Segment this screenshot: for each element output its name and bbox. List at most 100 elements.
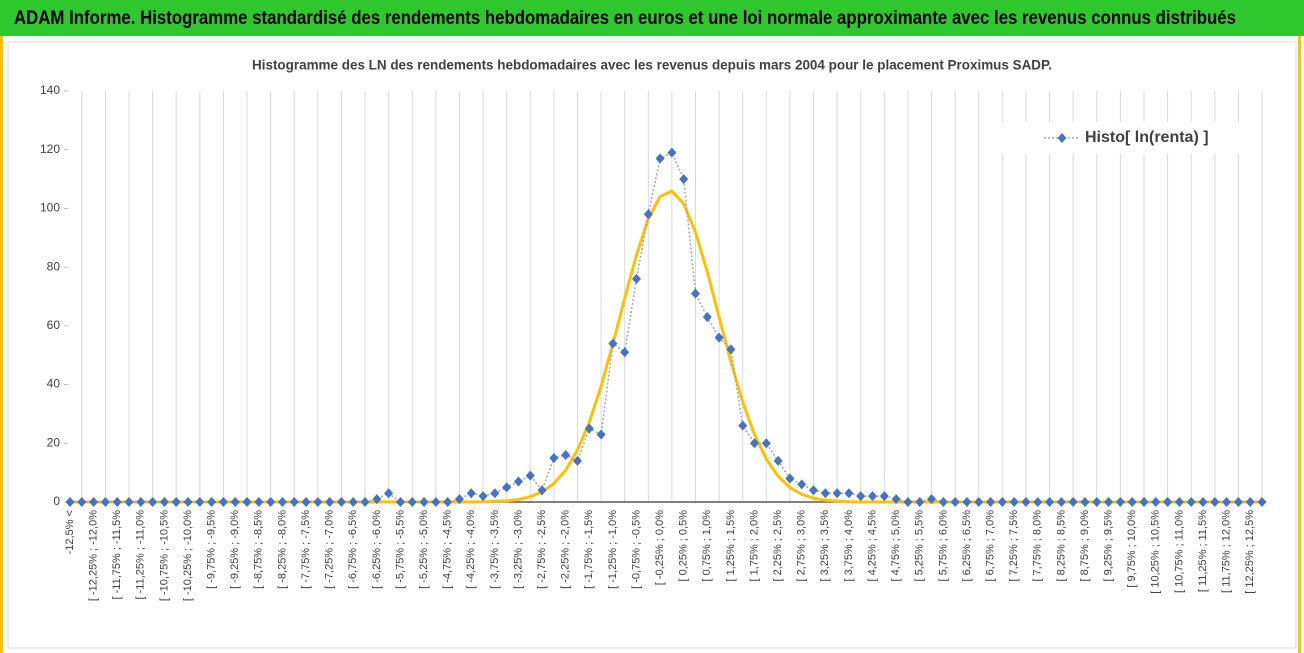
x-tick-label: [ -11,25% ; -11,0% [135,510,147,600]
data-point [490,488,500,499]
x-tick-label: [ 8,25% ; 8,5% [1055,510,1067,582]
data-point [714,332,724,343]
data-point [1033,497,1043,507]
data-point [431,497,441,507]
y-tick-label: 20 [47,435,61,449]
x-tick-label: [ 1,25% ; 1,5% [725,510,737,582]
data-point [443,497,453,507]
data-point [171,497,181,507]
data-point [974,497,984,507]
x-tick-label: [ 4,75% ; 5,0% [890,510,902,582]
data-point [584,423,594,434]
x-tick-label: [ 4,25% ; 4,5% [866,510,878,582]
x-tick-label: [ -5,75% ; -5,5% [394,510,406,589]
x-tick-label: [ 0,75% ; 1,0% [701,510,713,582]
data-point [478,491,488,502]
data-point [1080,497,1090,507]
x-tick-label: [ -0,25% ; 0,0% [654,510,666,585]
data-point [608,338,618,349]
x-tick-label: [ -11,75% ; -11,5% [111,510,123,600]
data-point [1021,497,1031,507]
data-point [950,497,960,507]
data-point [454,494,464,505]
x-tick-label: [ -4,25% ; -4,0% [465,510,477,589]
data-point [77,497,87,507]
x-tick-label: [ 6,75% ; 7,0% [984,510,996,582]
x-tick-label: [ -2,25% ; -2,0% [560,510,572,589]
data-point [372,494,382,505]
data-point [832,488,842,499]
data-point [336,497,346,507]
data-point [655,153,665,164]
x-tick-label: [ 8,75% ; 9,0% [1079,510,1091,582]
data-point [797,479,807,490]
data-point [868,491,878,502]
data-point [1009,497,1019,507]
x-tick-label: [ -0,75% ; -0,5% [630,510,642,589]
data-point [631,273,641,284]
data-point [513,476,523,487]
data-point [1092,497,1102,507]
x-tick-label: [ -8,25% ; -8,0% [276,510,288,589]
x-tick-label: [ 1,75% ; 2,0% [748,510,760,582]
data-point [561,450,571,461]
x-tick-label: [ 5,75% ; 6,0% [937,510,949,582]
data-point [1068,497,1078,507]
data-point [466,488,476,499]
data-point [596,429,606,440]
data-point [348,497,358,507]
x-tick-label: [ -12,25% ; -12,0% [88,510,100,601]
legend-label: Histo[ ln(renta) ] [1085,129,1209,146]
x-tick-label: [ -5,25% ; -5,0% [418,510,430,589]
data-point [1257,497,1267,507]
x-tick-label: [ 3,25% ; 3,5% [819,510,831,582]
data-point [1104,497,1114,507]
data-point [679,174,689,185]
x-tick-label: [ -1,75% ; -1,5% [583,510,595,589]
data-point [1056,497,1066,507]
data-point [702,312,712,323]
data-point [549,452,559,463]
data-point [1151,497,1161,507]
x-tick-label: [ -4,75% ; -4,5% [442,510,454,589]
data-point [360,497,370,507]
x-tick-label: [ 2,75% ; 3,0% [796,510,808,582]
y-tick-label: 40 [47,377,61,391]
data-point [620,347,630,358]
data-point [254,497,264,507]
data-point [915,497,925,507]
x-tick-label: [ -3,25% ; -3,0% [512,510,524,589]
x-tick-label: [ 7,25% ; 7,5% [1008,510,1020,582]
x-tick-label: [ -1,25% ; -1,0% [607,510,619,589]
data-point [986,497,996,507]
data-point [1222,497,1232,507]
x-tick-label: [ 5,25% ; 5,5% [914,510,926,582]
x-tick-label: [ 0,25% ; 0,5% [678,510,690,582]
x-tick-label: [ 10,25% ; 10,5% [1150,510,1162,594]
data-point [395,497,405,507]
y-tick-label: 80 [47,259,61,273]
data-point [726,344,736,355]
data-point [738,420,748,431]
data-point [773,455,783,466]
x-tick-label: [ 12,25% ; 12,5% [1244,510,1256,594]
data-point [903,497,913,507]
data-point [313,497,323,507]
data-point [572,455,582,466]
x-tick-label: [ 10,75% ; 11,0% [1173,510,1185,593]
data-point [1210,497,1220,507]
data-point [384,488,394,499]
data-point [183,497,193,507]
data-point [301,497,311,507]
y-tick-label: 120 [40,142,60,156]
x-tick-label: [ 11,25% ; 11,5% [1197,510,1209,592]
data-point [809,485,819,496]
data-point [207,497,217,507]
x-tick-label: [ -9,25% ; -9,0% [229,510,241,589]
y-tick-label: 0 [53,494,60,508]
legend-box [1000,122,1240,154]
data-point [997,497,1007,507]
x-tick-label: [ -2,75% ; -2,5% [536,510,548,589]
data-point [124,497,134,507]
data-point [419,497,429,507]
